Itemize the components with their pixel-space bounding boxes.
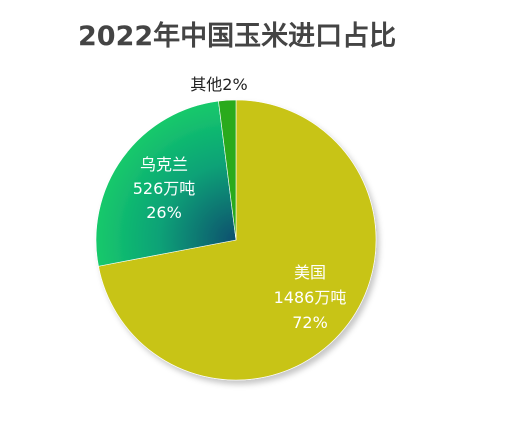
slice-usa: [98, 99, 377, 381]
chart-title: 2022年中国玉米进口占比: [78, 21, 397, 52]
slice-ukraine: [95, 100, 237, 267]
slice-label-usa: 美国: [294, 263, 326, 282]
slice-label-other: 其他2%: [190, 75, 247, 94]
slice-amount-usa: 1486万吨: [274, 288, 347, 307]
slice-label-ukraine: 乌克兰: [140, 155, 188, 174]
slice-other: [218, 99, 237, 241]
slice-amount-ukraine: 526万吨: [133, 179, 196, 198]
slice-pct-usa: 72%: [292, 313, 328, 332]
slice-pct-ukraine: 26%: [146, 203, 182, 222]
